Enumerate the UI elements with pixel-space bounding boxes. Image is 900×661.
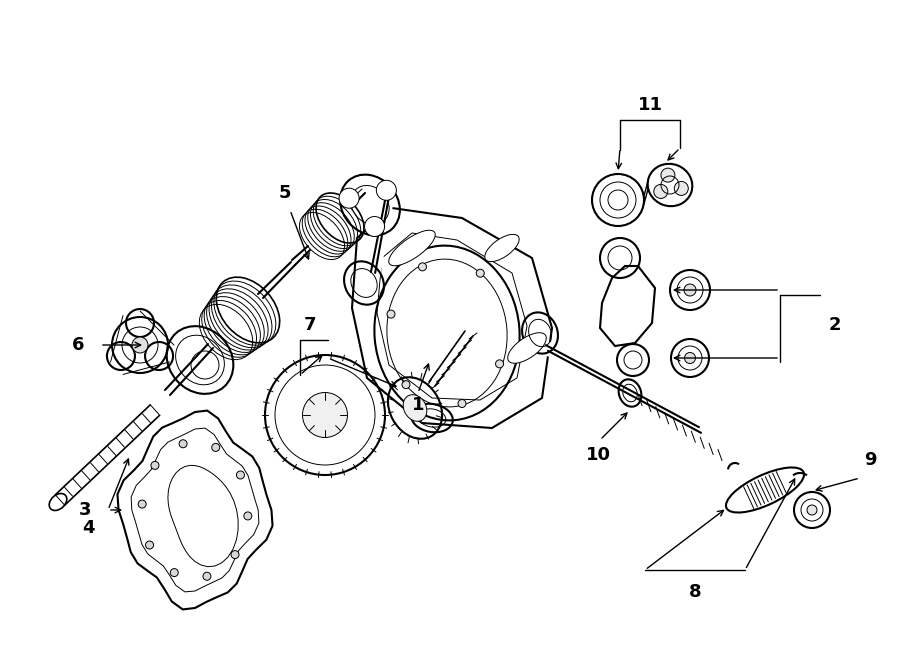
Ellipse shape bbox=[685, 352, 696, 364]
Text: 7: 7 bbox=[304, 316, 316, 334]
Text: 3: 3 bbox=[79, 501, 91, 519]
Circle shape bbox=[231, 551, 239, 559]
Text: 9: 9 bbox=[864, 451, 877, 469]
Ellipse shape bbox=[485, 235, 519, 262]
Ellipse shape bbox=[389, 230, 436, 266]
Circle shape bbox=[458, 399, 466, 408]
Circle shape bbox=[476, 269, 484, 277]
Ellipse shape bbox=[508, 332, 546, 364]
Circle shape bbox=[202, 572, 211, 580]
Circle shape bbox=[139, 500, 146, 508]
Ellipse shape bbox=[302, 393, 347, 438]
Text: 4: 4 bbox=[82, 519, 94, 537]
Text: 10: 10 bbox=[586, 446, 610, 464]
Ellipse shape bbox=[807, 505, 817, 515]
Circle shape bbox=[132, 337, 148, 353]
Circle shape bbox=[170, 568, 178, 576]
Circle shape bbox=[496, 360, 504, 368]
Polygon shape bbox=[352, 208, 552, 428]
Circle shape bbox=[212, 444, 220, 451]
Circle shape bbox=[237, 471, 245, 479]
Circle shape bbox=[402, 381, 410, 389]
Circle shape bbox=[364, 217, 384, 237]
Text: 11: 11 bbox=[637, 96, 662, 114]
Text: 1: 1 bbox=[412, 396, 424, 414]
Circle shape bbox=[146, 541, 154, 549]
Text: 8: 8 bbox=[688, 583, 701, 601]
Circle shape bbox=[244, 512, 252, 520]
Circle shape bbox=[661, 168, 675, 182]
Circle shape bbox=[418, 263, 427, 271]
Text: 6: 6 bbox=[72, 336, 85, 354]
Text: 2: 2 bbox=[829, 316, 842, 334]
Polygon shape bbox=[600, 266, 655, 346]
Circle shape bbox=[376, 180, 396, 200]
Circle shape bbox=[387, 310, 395, 318]
Circle shape bbox=[674, 181, 688, 196]
Circle shape bbox=[653, 184, 668, 198]
Polygon shape bbox=[118, 410, 273, 609]
Ellipse shape bbox=[403, 395, 427, 421]
Text: 5: 5 bbox=[279, 184, 292, 202]
Ellipse shape bbox=[684, 284, 696, 296]
Circle shape bbox=[339, 188, 359, 208]
Circle shape bbox=[151, 461, 159, 469]
Circle shape bbox=[179, 440, 187, 447]
